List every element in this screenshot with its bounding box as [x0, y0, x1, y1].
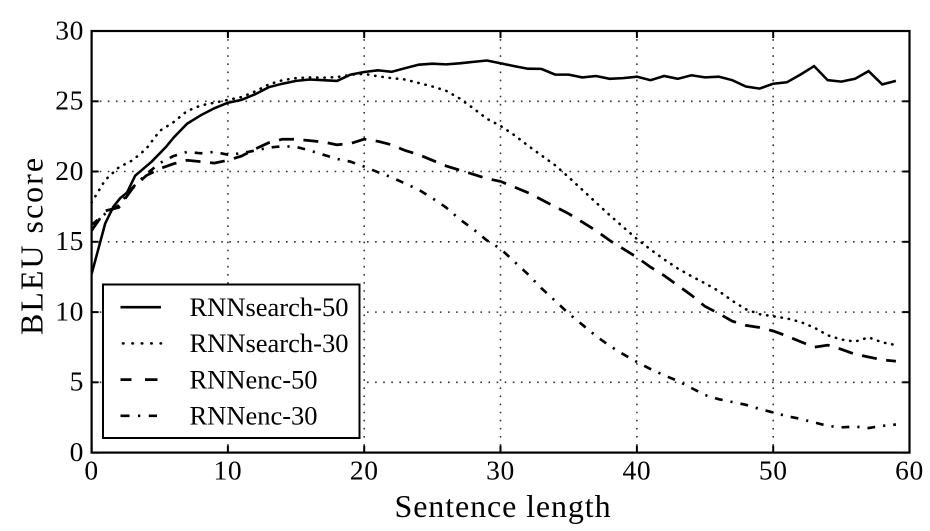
svg-text:20: 20 [55, 155, 84, 186]
svg-text:30: 30 [486, 455, 515, 486]
svg-text:60: 60 [895, 455, 924, 486]
svg-text:30: 30 [55, 14, 84, 45]
svg-text:20: 20 [350, 455, 379, 486]
svg-text:25: 25 [55, 85, 84, 116]
svg-text:15: 15 [55, 225, 84, 256]
svg-text:5: 5 [70, 366, 84, 397]
svg-text:BLEU score: BLEU score [14, 156, 50, 335]
svg-text:Sentence length: Sentence length [395, 488, 612, 524]
svg-text:10: 10 [214, 455, 243, 486]
svg-text:0: 0 [70, 436, 84, 467]
svg-text:RNNsearch-50: RNNsearch-50 [190, 292, 349, 322]
svg-text:RNNenc-30: RNNenc-30 [190, 401, 318, 431]
svg-text:40: 40 [623, 455, 652, 486]
svg-text:RNNenc-50: RNNenc-50 [190, 364, 318, 394]
svg-text:0: 0 [84, 455, 98, 486]
svg-text:10: 10 [55, 296, 84, 327]
svg-text:50: 50 [759, 455, 788, 486]
svg-text:RNNsearch-30: RNNsearch-30 [190, 328, 349, 358]
